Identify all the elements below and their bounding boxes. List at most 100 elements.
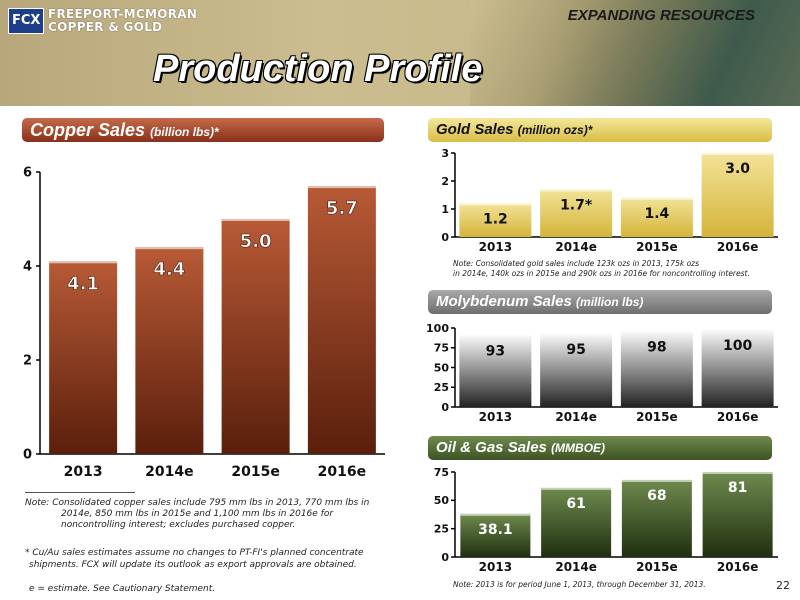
cuau-note-line1: * Cu/Au sales estimates assume no change… xyxy=(25,548,364,558)
gold-unit: (million ozs)* xyxy=(517,123,593,137)
oil-bar-highlight xyxy=(541,487,612,490)
moly-value-label: 95 xyxy=(566,342,585,358)
moly-chart: 0 25 50 75 100 93 2013 95 2014e 98 2015e 100 2016e xyxy=(426,322,778,424)
gold-note: Note: Consolidated gold sales include 12… xyxy=(453,259,750,279)
oil-title: Oil & Gas Sales xyxy=(436,439,547,456)
cuau-note-line2: shipments. FCX will update its outlook a… xyxy=(29,560,357,570)
moly-ytick-label: 0 xyxy=(441,401,449,414)
oil-banner: Oil & Gas Sales (MMBOE) xyxy=(428,436,772,460)
header-photo xyxy=(470,0,800,106)
copper-note: Note: Consolidated copper sales include … xyxy=(25,498,369,531)
gold-title: Gold Sales xyxy=(436,121,514,138)
cuau-note: * Cu/Au sales estimates assume no change… xyxy=(25,547,364,571)
moly-category-label: 2014e xyxy=(555,410,597,424)
moly-bar-2014e xyxy=(540,331,613,407)
oil-bar-highlight xyxy=(702,472,773,474)
gold-bar-highlight xyxy=(701,153,774,155)
copper-note-line2: 2014e, 850 mm lbs in 2015e and 1,100 mm … xyxy=(61,509,334,519)
gold-value-label: 3.0 xyxy=(725,161,750,177)
gold-bar-highlight xyxy=(459,203,532,206)
gold-category-label: 2016e xyxy=(717,240,759,254)
oil-bar-2016e xyxy=(702,472,773,557)
gold-bar-2015e xyxy=(620,197,693,237)
oil-bar-2015e xyxy=(621,479,692,557)
gold-ytick-label: 2 xyxy=(441,175,449,188)
gold-chart: 0 1 2 3 1.2 2013 1.7* 2014e 1.4 2015e 3.0 2016e xyxy=(441,147,778,254)
moly-bar-2015e xyxy=(620,329,693,407)
moly-ytick-label: 100 xyxy=(426,322,449,335)
copper-value-label: 5.7 xyxy=(326,198,358,219)
moly-bar-2013 xyxy=(459,333,532,407)
moly-title: Molybdenum Sales xyxy=(436,293,572,310)
gold-value-label: 1.2 xyxy=(483,211,508,227)
gold-bar-2016e xyxy=(701,153,774,237)
copper-bar-2016e xyxy=(307,186,376,454)
moly-bar-highlight xyxy=(540,331,613,334)
gold-ytick-label: 3 xyxy=(441,147,449,160)
note-divider xyxy=(25,492,135,493)
copper-title: Copper Sales xyxy=(30,120,146,140)
company-name-line2: COPPER & GOLD xyxy=(48,20,163,34)
moly-bar-highlight xyxy=(459,333,532,336)
oil-bar-highlight xyxy=(460,513,531,516)
copper-note-line3: noncontrolling interest; excludes purcha… xyxy=(61,520,296,530)
oil-bar-2013 xyxy=(460,513,531,557)
oil-value-label: 68 xyxy=(647,488,666,504)
copper-ytick-label: 0 xyxy=(23,448,32,463)
moly-category-label: 2013 xyxy=(479,410,512,424)
gold-category-label: 2014e xyxy=(555,240,597,254)
gold-category-label: 2015e xyxy=(636,240,678,254)
oil-ytick-label: 25 xyxy=(434,523,449,536)
oil-note: Note: 2013 is for period June 1, 2013, t… xyxy=(453,580,706,589)
moly-value-label: 93 xyxy=(486,344,505,360)
copper-bar-2013 xyxy=(49,261,118,454)
moly-category-label: 2016e xyxy=(717,410,759,424)
oil-chart: 0 25 50 75 38.1 2013 61 2014e 68 2015e 81 2016e xyxy=(434,466,778,574)
moly-category-label: 2015e xyxy=(636,410,678,424)
company-logo: FCX xyxy=(8,8,44,34)
moly-value-label: 98 xyxy=(647,340,666,356)
gold-note-line1: Note: Consolidated gold sales include 12… xyxy=(453,259,700,268)
moly-value-label: 100 xyxy=(723,338,752,354)
copper-value-label: 4.4 xyxy=(153,259,185,280)
copper-bar-2015e xyxy=(221,219,290,454)
oil-bar-2014e xyxy=(541,487,612,557)
copper-bar-highlight xyxy=(307,186,376,189)
oil-value-label: 61 xyxy=(566,496,585,512)
oil-category-label: 2015e xyxy=(636,560,678,574)
copper-bar-highlight xyxy=(135,247,204,250)
gold-ytick-label: 1 xyxy=(441,203,449,216)
gold-ytick-label: 0 xyxy=(441,231,449,244)
page-title: Production Profile xyxy=(153,48,483,90)
moly-ytick-label: 75 xyxy=(434,342,449,355)
copper-banner: Copper Sales (billion lbs)* xyxy=(22,118,384,142)
oil-category-label: 2016e xyxy=(717,560,759,574)
moly-ytick-label: 50 xyxy=(434,361,450,374)
gold-bar-2013 xyxy=(459,203,532,237)
logo-mark: FCX xyxy=(12,13,41,28)
gold-bar-highlight xyxy=(540,189,613,192)
moly-bar-highlight xyxy=(701,328,774,330)
gold-value-label: 1.7* xyxy=(560,197,593,213)
copper-ytick-label: 6 xyxy=(23,166,32,181)
gold-note-line2: in 2014e, 140k ozs in 2015e and 290k ozs… xyxy=(453,269,750,278)
copper-chart: 0 2 4 6 4.1 2013 4.4 2014e 5.0 2015e 5.7 2016e xyxy=(23,166,385,480)
moly-bar-2016e xyxy=(701,328,774,407)
oil-ytick-label: 0 xyxy=(441,551,449,564)
copper-note-line1: Note: Consolidated copper sales include … xyxy=(25,498,370,508)
moly-unit: (million lbs) xyxy=(576,295,644,309)
oil-unit: (MMBOE) xyxy=(551,441,606,455)
copper-bar-highlight xyxy=(221,219,290,221)
oil-ytick-label: 75 xyxy=(434,466,449,479)
moly-bar-highlight xyxy=(620,329,693,332)
oil-category-label: 2013 xyxy=(479,560,512,574)
copper-category-label: 2015e xyxy=(231,464,279,480)
copper-category-label: 2016e xyxy=(318,464,366,480)
gold-bar-2014e xyxy=(540,189,613,237)
oil-value-label: 38.1 xyxy=(478,522,513,538)
estimate-note: e = estimate. See Cautionary Statement. xyxy=(29,584,216,594)
copper-bar-2014e xyxy=(135,247,204,454)
moly-banner: Molybdenum Sales (million lbs) xyxy=(428,290,772,314)
copper-unit: (billion lbs)* xyxy=(150,125,219,139)
oil-bar-highlight xyxy=(621,479,692,482)
